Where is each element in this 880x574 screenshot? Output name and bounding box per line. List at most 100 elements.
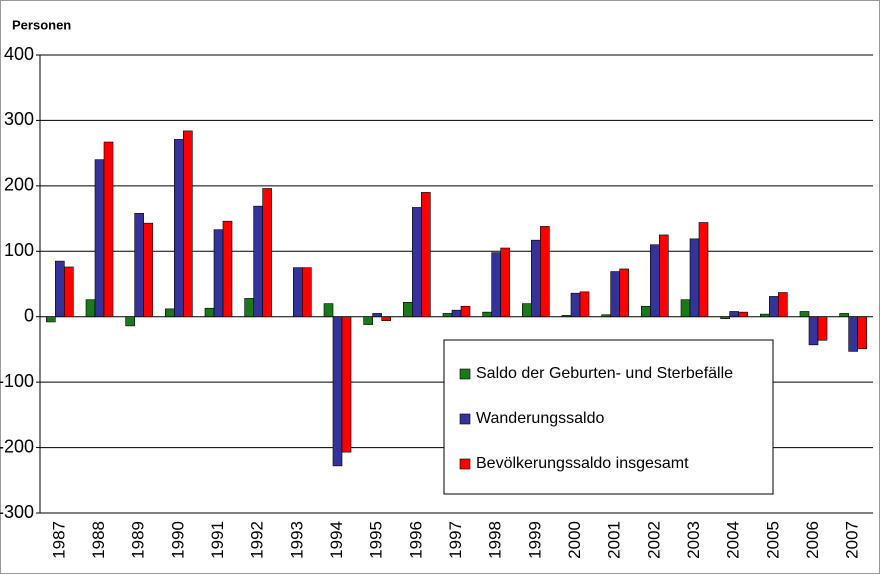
bar	[94, 159, 105, 318]
x-tick-label: 2005	[763, 521, 782, 559]
bar	[293, 267, 303, 318]
x-tick-label: 1991	[208, 521, 227, 559]
bar	[253, 205, 263, 318]
bar	[213, 229, 224, 318]
bar	[500, 247, 510, 318]
y-tick-label: -300	[0, 502, 34, 522]
x-tick-label: 2003	[684, 521, 703, 559]
bar	[262, 188, 272, 318]
bar	[601, 314, 611, 318]
legend-label: Wanderungssaldo	[476, 410, 604, 427]
bar	[332, 316, 343, 467]
bar	[46, 316, 56, 323]
bar	[451, 309, 462, 318]
bar	[302, 267, 312, 318]
bar	[808, 316, 819, 346]
bar	[848, 316, 858, 352]
bar	[183, 130, 193, 318]
bar	[222, 220, 233, 318]
bar	[769, 296, 779, 318]
bar	[143, 222, 153, 318]
x-tick-label: 2006	[803, 521, 822, 559]
bar	[729, 311, 739, 318]
bar	[323, 303, 334, 318]
y-tick-label: -100	[0, 371, 34, 391]
bar	[55, 260, 65, 318]
bar	[85, 299, 96, 318]
bar	[103, 141, 114, 318]
bar	[482, 311, 492, 318]
x-tick-label: 1994	[327, 521, 346, 559]
x-tick-label: 1999	[525, 521, 544, 559]
bar	[421, 192, 431, 318]
bar	[738, 311, 748, 318]
bar	[363, 316, 373, 325]
bar	[619, 268, 629, 318]
bar	[403, 302, 413, 318]
bar	[680, 299, 691, 318]
bar	[817, 316, 828, 341]
bar	[579, 291, 590, 318]
bar	[491, 252, 501, 318]
x-tick-label: 1998	[486, 521, 505, 559]
bar	[174, 139, 184, 318]
bar	[839, 313, 849, 318]
bar	[857, 316, 867, 350]
x-tick-label: 1987	[49, 521, 68, 559]
bar	[561, 315, 572, 318]
bar	[641, 305, 651, 318]
bar	[778, 292, 788, 318]
bar	[165, 308, 175, 318]
bar	[372, 313, 382, 318]
bar	[381, 316, 391, 321]
x-tick-label: 2007	[843, 521, 862, 559]
bar	[134, 213, 144, 318]
bar	[610, 271, 620, 318]
y-axis-label: Personen	[12, 17, 71, 32]
x-tick-label: 1989	[129, 521, 148, 559]
x-tick-label: 1992	[248, 521, 267, 559]
legend-swatch	[459, 413, 471, 425]
x-tick-label: 1990	[168, 521, 187, 559]
x-tick-label: 2000	[565, 521, 584, 559]
legend-label: Saldo der Geburten- und Sterbefälle	[476, 365, 733, 382]
bar	[720, 316, 730, 319]
bar	[650, 244, 660, 318]
x-tick-label: 2002	[644, 521, 663, 559]
bar	[760, 313, 770, 318]
x-tick-label: 1988	[89, 521, 108, 559]
x-tick-label: 1993	[287, 521, 306, 559]
x-tick-label: 2004	[724, 521, 743, 559]
bar	[64, 266, 74, 318]
x-tick-label: 1997	[446, 521, 465, 559]
bar	[570, 292, 581, 318]
bar	[540, 226, 550, 318]
bar	[412, 207, 422, 318]
bar	[799, 311, 810, 318]
bar	[244, 298, 254, 318]
bar	[698, 222, 709, 318]
legend-box	[443, 339, 774, 495]
bar	[442, 313, 453, 318]
bar	[341, 316, 352, 453]
bar	[204, 307, 215, 318]
y-tick-label: -200	[0, 436, 34, 456]
y-tick-label: 200	[4, 175, 34, 195]
x-tick-label: 2001	[605, 521, 624, 559]
bar	[659, 234, 669, 318]
bar	[689, 238, 700, 318]
bar	[522, 303, 532, 318]
y-tick-label: 0	[24, 305, 34, 325]
y-tick-label: 300	[4, 109, 34, 129]
x-tick-label: 1996	[406, 521, 425, 559]
y-tick-label: 100	[4, 240, 34, 260]
bar	[460, 305, 471, 318]
x-tick-label: 1995	[367, 521, 386, 559]
bar	[125, 316, 135, 327]
y-tick-label: 400	[4, 44, 34, 64]
bar	[531, 239, 541, 318]
legend-swatch	[459, 368, 471, 380]
legend-label: Bevölkerungssaldo insgesamt	[476, 455, 689, 472]
legend-swatch	[459, 458, 471, 470]
